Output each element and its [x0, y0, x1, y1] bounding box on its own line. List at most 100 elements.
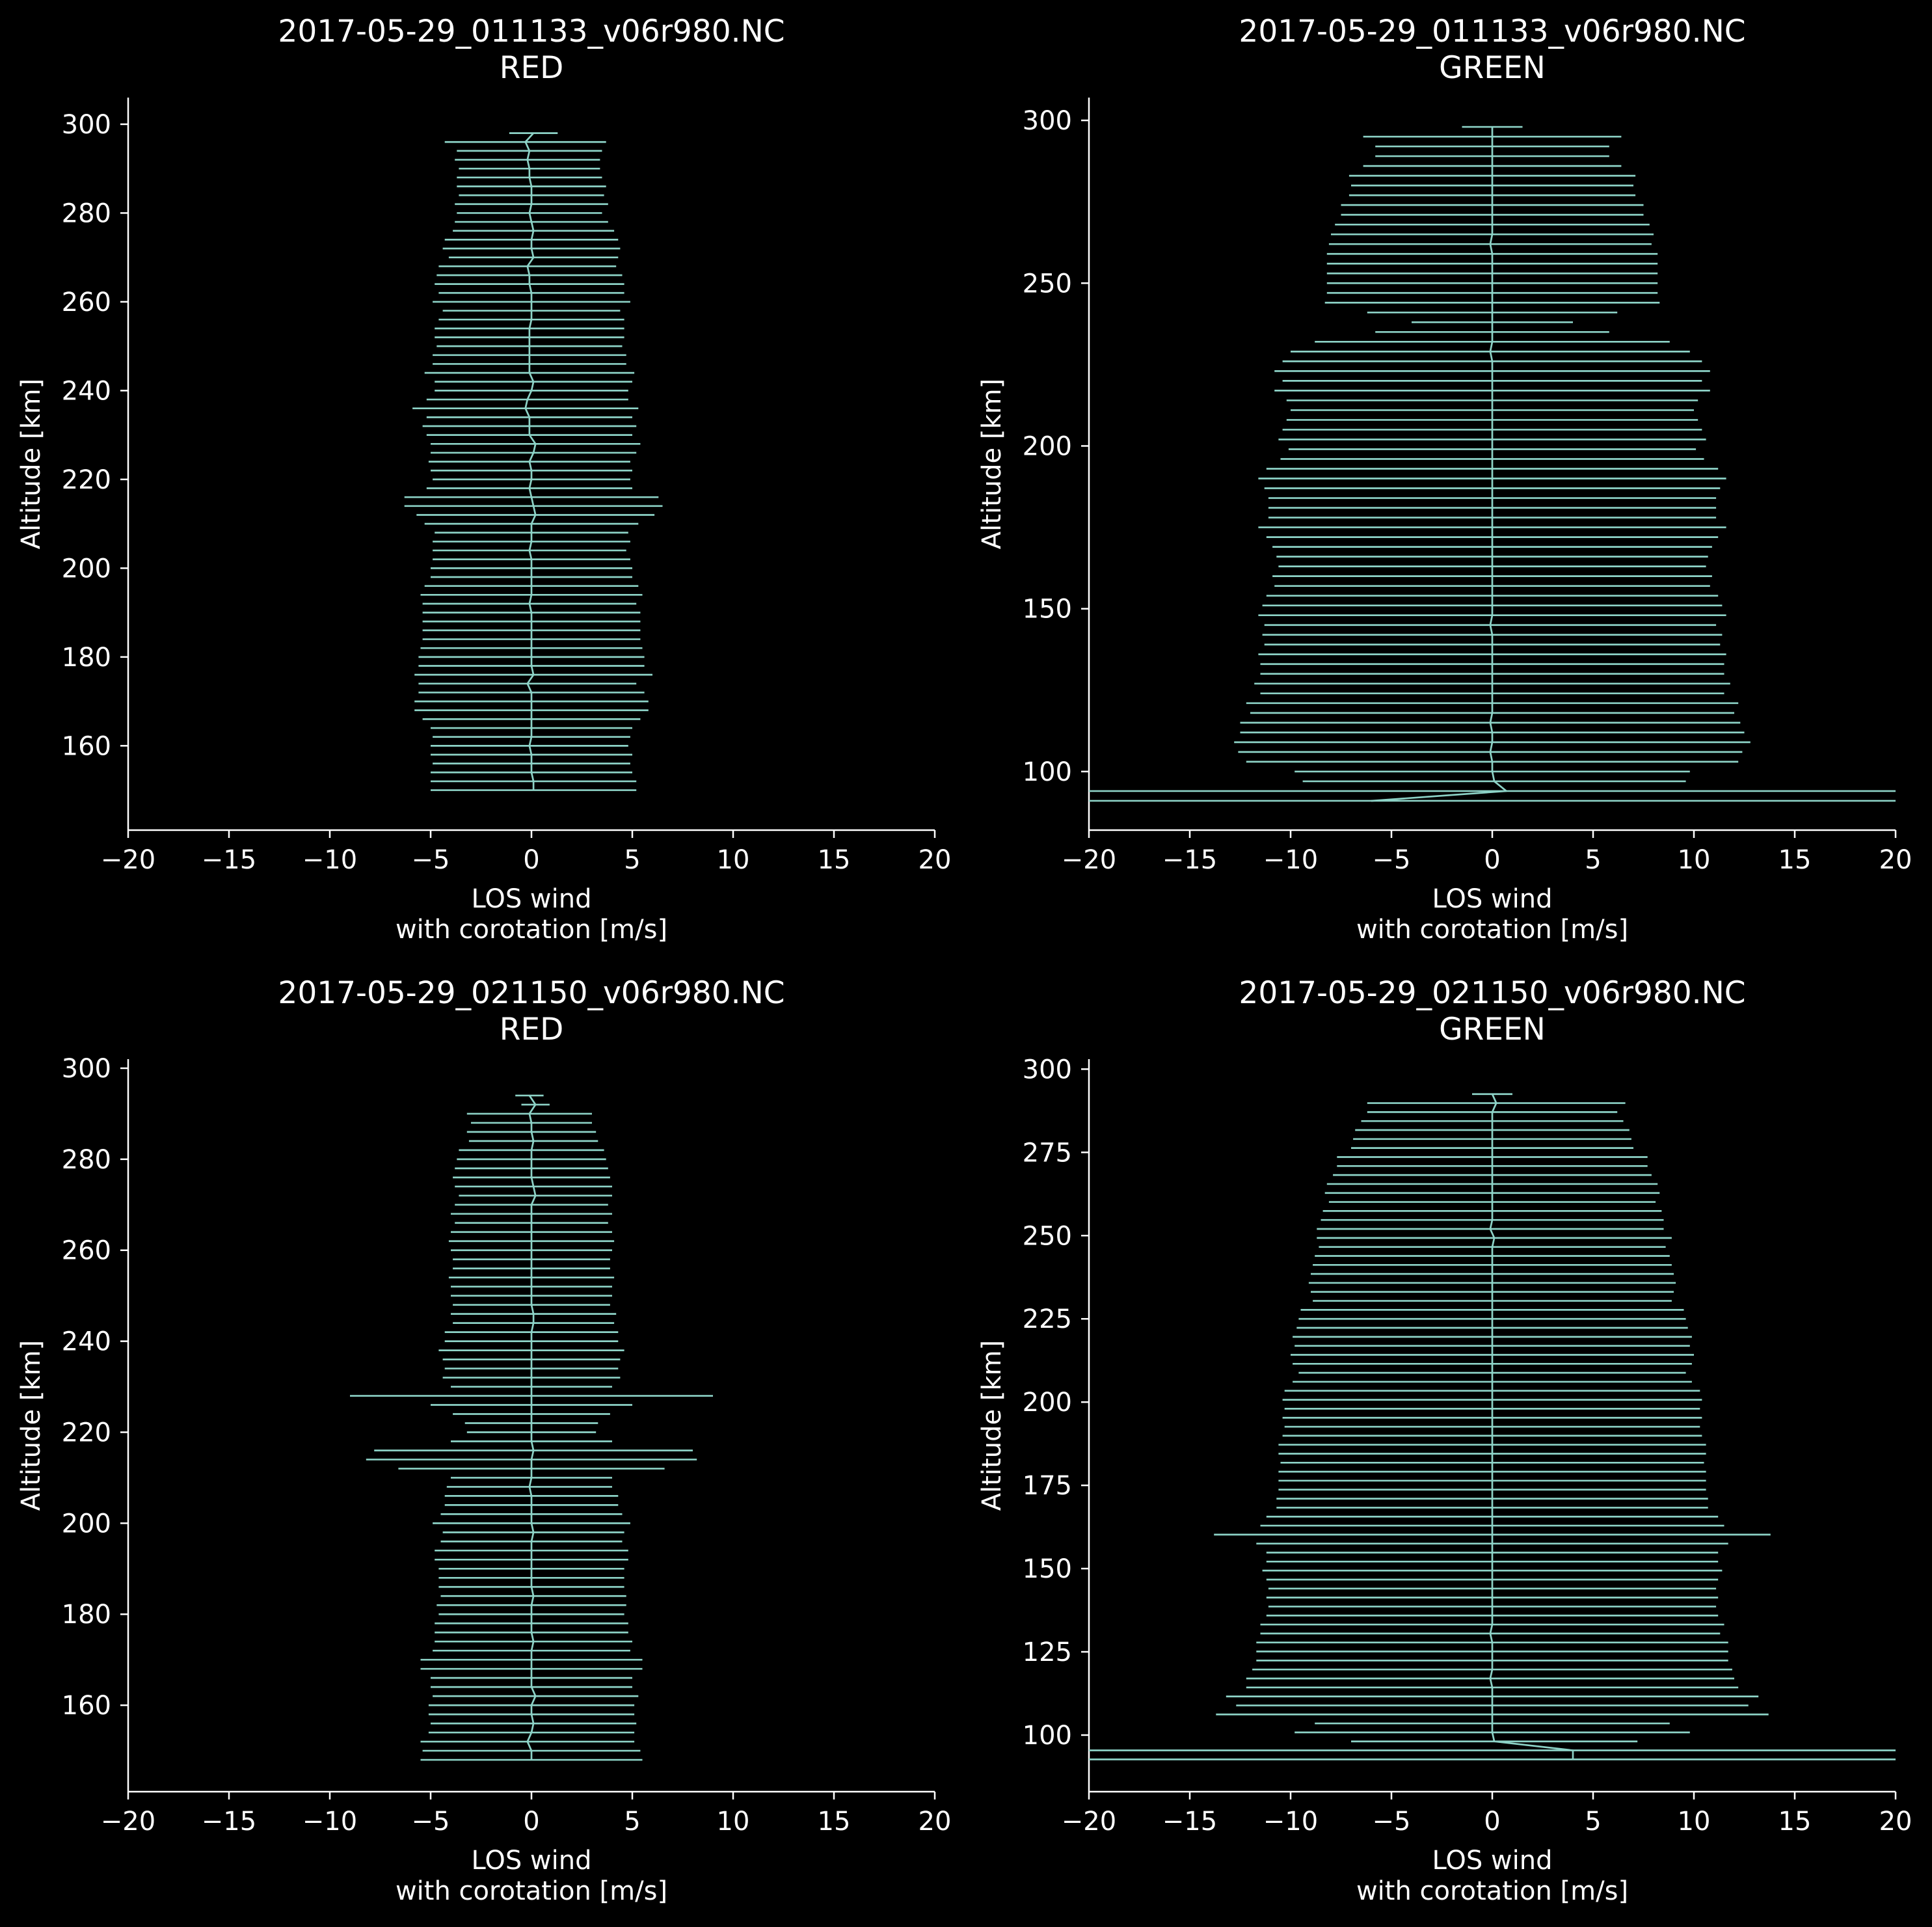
x-tick-label: 15 [818, 1807, 851, 1837]
plot-area [1089, 1093, 1896, 1760]
x-tick-label: 0 [523, 1807, 539, 1837]
y-tick-label: 300 [1023, 1055, 1072, 1085]
y-tick-label: 240 [62, 1327, 111, 1357]
y-tick-label: 160 [62, 731, 111, 761]
y-tick-label: 200 [62, 554, 111, 584]
y-tick-label: 220 [62, 1418, 111, 1448]
y-tick-label: 100 [1023, 757, 1072, 787]
y-tick-label: 160 [62, 1691, 111, 1721]
y-tick-label: 240 [62, 376, 111, 406]
x-tick-label: −5 [1373, 845, 1411, 875]
x-tick-label: 15 [818, 845, 851, 875]
y-tick-label: 250 [1023, 1221, 1072, 1251]
x-tick-label: −5 [412, 1807, 450, 1837]
y-tick-label: 125 [1023, 1637, 1072, 1667]
y-tick-label: 220 [62, 465, 111, 495]
y-tick-label: 180 [62, 643, 111, 673]
chart-panel-2: −20 −15 −10 −5 0 5 10 15 20 100 150 200 250 300 2017-0… [977, 14, 1912, 945]
x-tick-label: 0 [523, 845, 539, 875]
x-tick-label: −15 [1162, 845, 1217, 875]
chart-subtitle: GREEN [1439, 50, 1546, 86]
y-tick-label: 225 [1023, 1304, 1072, 1334]
plot-area [1089, 126, 1896, 802]
x-tick-label: 5 [624, 845, 640, 875]
x-tick-label: 10 [1678, 1807, 1711, 1837]
x-tick-label: −20 [101, 845, 155, 875]
x-tick-label: 15 [1778, 1807, 1812, 1837]
x-tick-label: −10 [1263, 1807, 1318, 1837]
x-axis-label: LOS wind [471, 884, 591, 914]
x-axis-label-line2: with corotation [m/s] [1356, 1876, 1628, 1906]
x-tick-label: 10 [1678, 845, 1711, 875]
wind-profile-line [1489, 1094, 1574, 1760]
y-tick-label: 260 [62, 288, 111, 317]
y-tick-label: 300 [62, 110, 111, 140]
y-tick-label: 275 [1023, 1138, 1072, 1168]
x-tick-label: −10 [302, 845, 357, 875]
y-axis-label: Altitude [km] [977, 379, 1007, 549]
x-tick-label: 5 [624, 1807, 640, 1837]
chart-panel-1: −20 −15 −10 −5 0 5 10 15 20 160 180 200 220 240 260 280… [16, 14, 951, 945]
y-axis-label: Altitude [km] [16, 1340, 46, 1511]
x-tick-label: −20 [101, 1807, 155, 1837]
x-tick-label: 20 [1879, 845, 1912, 875]
x-tick-label: 15 [1778, 845, 1812, 875]
plot-area [350, 1094, 713, 1761]
x-tick-label: 0 [1484, 845, 1500, 875]
x-tick-label: −20 [1062, 1807, 1116, 1837]
chart-subtitle: RED [500, 1012, 564, 1047]
y-tick-label: 250 [1023, 269, 1072, 299]
x-tick-label: −5 [412, 845, 450, 875]
chart-title: 2017-05-29_011133_v06r980.NC [1239, 14, 1745, 49]
y-tick-label: 300 [1023, 106, 1072, 136]
y-tick-label: 200 [1023, 431, 1072, 461]
x-tick-label: 10 [717, 1807, 750, 1837]
x-axis-label-line2: with corotation [m/s] [1356, 915, 1628, 945]
wind-profile-line [526, 1095, 537, 1760]
x-axis-label-line2: with corotation [m/s] [396, 915, 667, 945]
y-tick-label: 280 [62, 198, 111, 228]
x-tick-label: 0 [1484, 1807, 1500, 1837]
x-tick-label: −10 [1263, 845, 1318, 875]
wind-profile-line [1371, 127, 1508, 802]
y-axis-label: Altitude [km] [977, 1340, 1007, 1511]
plot-area [404, 132, 663, 791]
chart-panel-3: −20 −15 −10 −5 0 5 10 15 20 160 180 200 220 240 260 280… [16, 975, 951, 1906]
chart-subtitle: RED [500, 50, 564, 86]
x-tick-label: −20 [1062, 845, 1116, 875]
chart-title: 2017-05-29_021150_v06r980.NC [278, 975, 785, 1011]
y-tick-label: 180 [62, 1600, 111, 1630]
y-tick-label: 300 [62, 1054, 111, 1084]
chart-panel-4: −20 −15 −10 −5 0 5 10 15 20 100 125 150 175 200 225 250… [977, 975, 1912, 1906]
x-axis-label: LOS wind [1432, 1846, 1552, 1876]
y-tick-label: 200 [62, 1509, 111, 1539]
chart-title: 2017-05-29_021150_v06r980.NC [1239, 975, 1745, 1011]
x-tick-label: 20 [919, 845, 952, 875]
chart-subtitle: GREEN [1439, 1012, 1546, 1047]
x-axis-label: LOS wind [1432, 884, 1552, 914]
y-tick-label: 150 [1023, 1554, 1072, 1584]
x-tick-label: 5 [1585, 1807, 1601, 1837]
x-tick-label: 20 [919, 1807, 952, 1837]
y-tick-label: 100 [1023, 1721, 1072, 1751]
y-tick-label: 260 [62, 1236, 111, 1266]
x-tick-label: 10 [717, 845, 750, 875]
y-axis-label: Altitude [km] [16, 379, 46, 549]
x-tick-label: −15 [202, 845, 256, 875]
x-tick-label: −10 [302, 1807, 357, 1837]
y-tick-label: 175 [1023, 1471, 1072, 1501]
y-tick-label: 200 [1023, 1388, 1072, 1418]
x-tick-label: −15 [1162, 1807, 1217, 1837]
y-tick-label: 280 [62, 1145, 111, 1175]
x-axis-label: LOS wind [471, 1846, 591, 1876]
x-tick-label: −15 [202, 1807, 256, 1837]
x-axis-label-line2: with corotation [m/s] [396, 1876, 667, 1906]
y-tick-label: 150 [1023, 595, 1072, 625]
x-tick-label: 20 [1879, 1807, 1912, 1837]
x-tick-label: −5 [1373, 1807, 1411, 1837]
x-tick-label: 5 [1585, 845, 1601, 875]
chart-title: 2017-05-29_011133_v06r980.NC [278, 14, 785, 49]
wind-profile-line [524, 132, 537, 790]
